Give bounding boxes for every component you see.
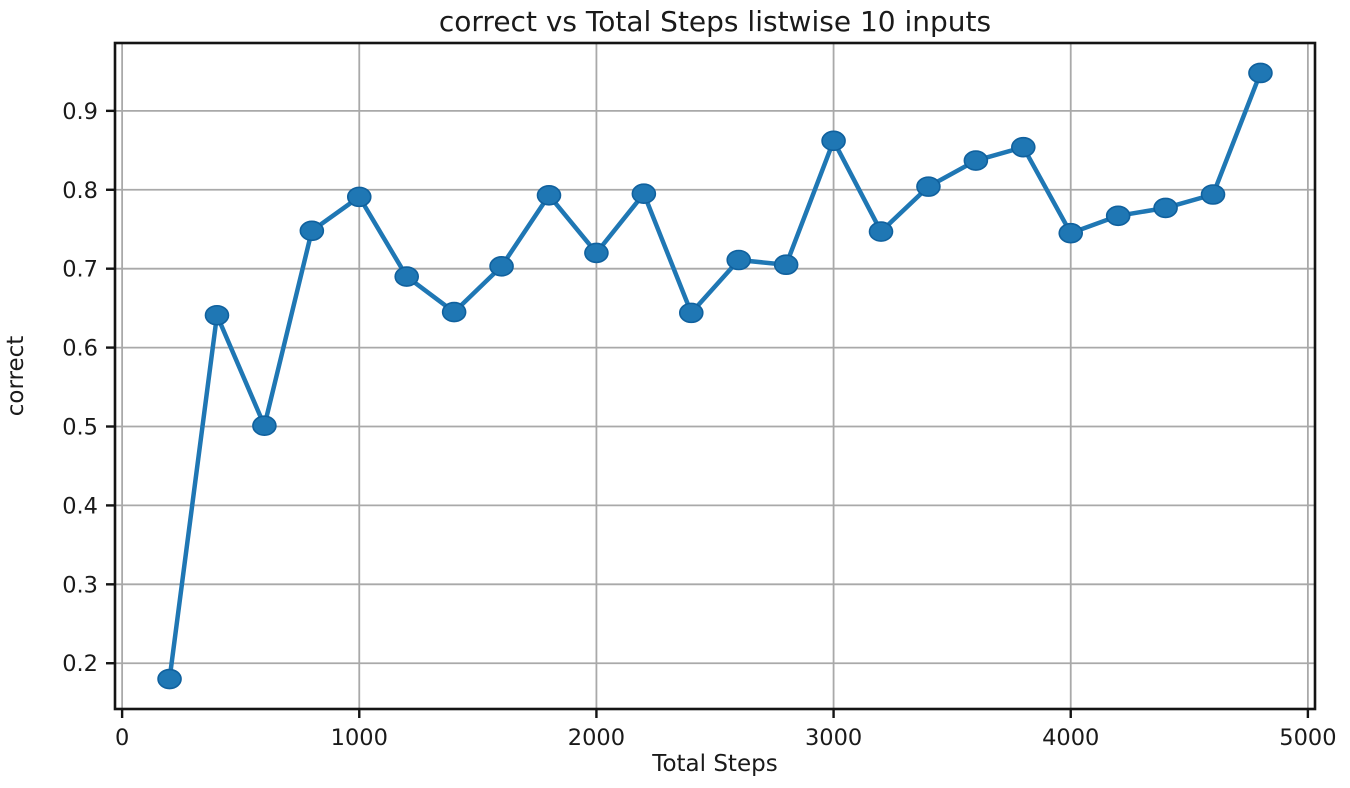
data-point: [536, 184, 562, 206]
chart-title: correct vs Total Steps listwise 10 input…: [438, 5, 992, 38]
data-point: [916, 176, 941, 197]
data-point: [678, 302, 704, 324]
x-tick-label: 4000: [1042, 725, 1099, 751]
x-tick-label: 2000: [568, 725, 625, 751]
data-point: [394, 266, 419, 287]
data-point: [726, 249, 752, 271]
x-tick-label: 1000: [331, 725, 388, 751]
y-tick-label: 0.8: [62, 178, 98, 204]
data-point: [631, 183, 657, 205]
data-point: [489, 256, 514, 277]
data-point: [868, 221, 894, 242]
data-point: [1105, 205, 1131, 227]
data-point: [963, 150, 989, 171]
data-point: [346, 186, 372, 208]
x-tick-label: 3000: [805, 725, 862, 751]
data-line: [167, 70, 1263, 682]
data-point: [299, 220, 325, 242]
data-point: [773, 254, 799, 276]
y-tick-label: 0.2: [62, 651, 98, 677]
data-point: [157, 668, 182, 690]
data-point: [1248, 62, 1273, 84]
x-tick-label: 0: [115, 725, 129, 751]
y-tick-label: 0.3: [62, 572, 98, 598]
y-tick-label: 0.4: [62, 493, 98, 519]
x-tick-label: 5000: [1279, 725, 1336, 751]
data-point: [1011, 136, 1036, 158]
plot-border: [113, 41, 1317, 711]
y-tick-label: 0.6: [62, 336, 98, 362]
data-point: [441, 301, 467, 323]
y-tick-label: 0.7: [62, 257, 98, 283]
y-tick-label: 0.5: [62, 415, 98, 441]
data-point: [204, 304, 230, 326]
y-axis-label: correct: [3, 335, 29, 417]
data-point: [1200, 184, 1226, 205]
data-point: [584, 242, 609, 264]
data-point: [821, 130, 846, 152]
data-point: [1058, 222, 1084, 244]
y-tick-label: 0.9: [62, 99, 98, 125]
data-point: [252, 415, 277, 437]
data-point: [1153, 197, 1178, 219]
x-axis-label: Total Steps: [652, 751, 778, 777]
